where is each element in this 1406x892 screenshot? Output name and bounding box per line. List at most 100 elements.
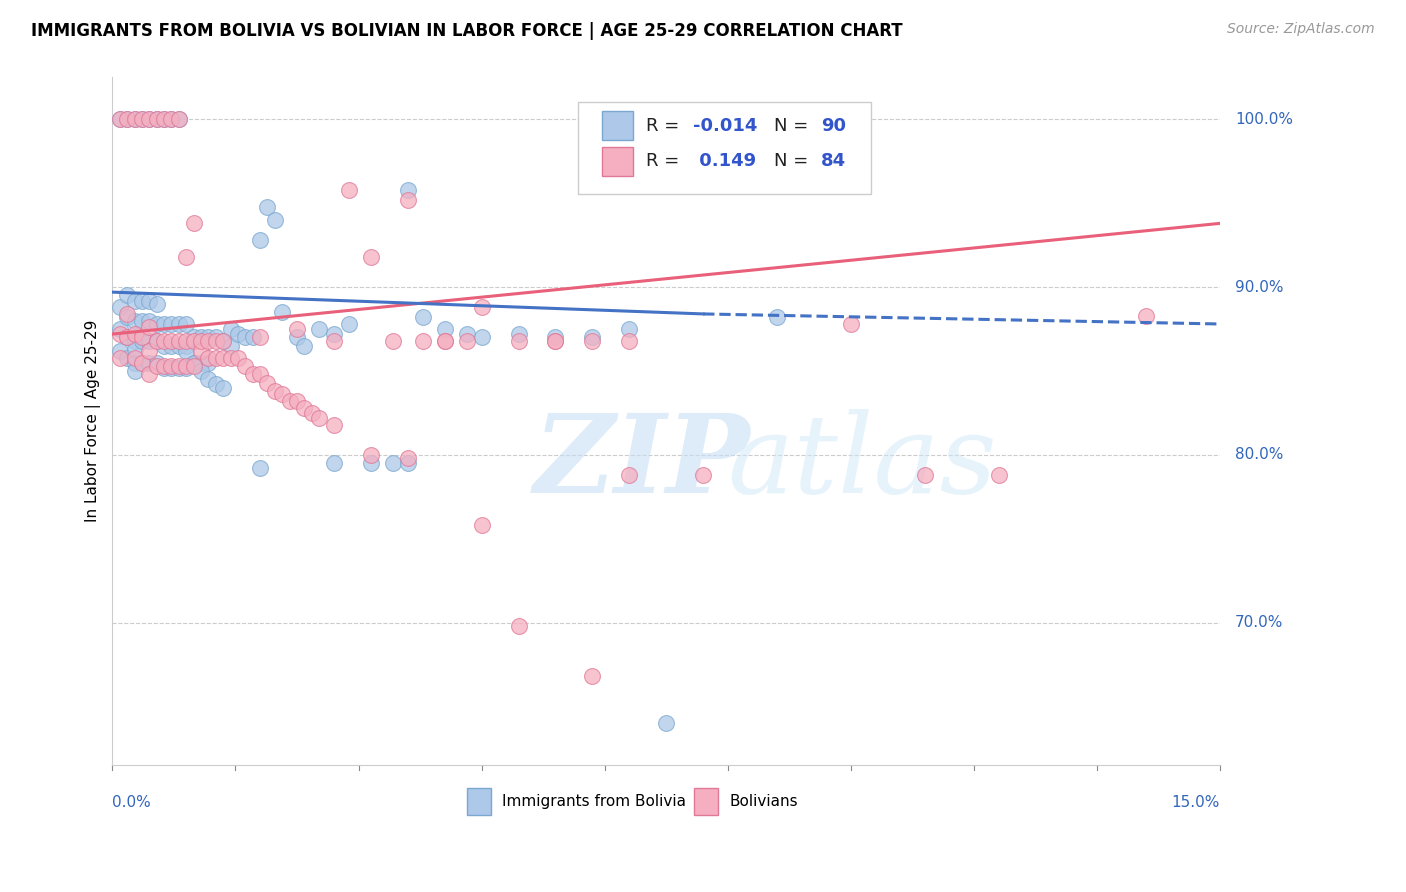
Point: [249, 461, 271, 475]
Point: [131, 112, 153, 127]
Point: [174, 343, 197, 358]
Text: 70.0%: 70.0%: [1234, 615, 1284, 630]
Point: [249, 233, 271, 247]
Point: [249, 330, 271, 344]
Point: [190, 364, 212, 378]
Point: [249, 368, 271, 382]
Point: [433, 334, 456, 348]
Point: [124, 112, 146, 127]
Text: -0.014: -0.014: [693, 117, 758, 135]
Point: [174, 317, 197, 331]
Point: [204, 351, 226, 365]
Point: [212, 381, 235, 395]
Point: [131, 334, 153, 348]
Point: [153, 317, 176, 331]
Point: [396, 456, 419, 470]
Point: [167, 112, 190, 127]
Point: [433, 322, 456, 336]
Point: [115, 112, 138, 127]
Point: [766, 310, 789, 325]
Point: [544, 334, 567, 348]
Point: [183, 216, 205, 230]
Point: [108, 351, 131, 365]
Point: [1135, 309, 1157, 323]
Point: [108, 112, 131, 127]
Point: [124, 342, 146, 356]
FancyBboxPatch shape: [602, 146, 633, 176]
Point: [183, 355, 205, 369]
Point: [197, 372, 219, 386]
Point: [124, 355, 146, 369]
Point: [619, 467, 641, 482]
Point: [323, 334, 346, 348]
Point: [285, 322, 308, 336]
Point: [153, 359, 176, 373]
Text: Bolivians: Bolivians: [730, 794, 799, 809]
Point: [138, 343, 160, 358]
Point: [197, 355, 219, 369]
Y-axis label: In Labor Force | Age 25-29: In Labor Force | Age 25-29: [86, 320, 101, 523]
Text: atlas: atlas: [727, 409, 997, 516]
Text: 100.0%: 100.0%: [1234, 112, 1294, 127]
Point: [256, 200, 278, 214]
Point: [412, 310, 434, 325]
Point: [167, 359, 190, 373]
Text: R =: R =: [647, 153, 685, 170]
Point: [323, 327, 346, 342]
Point: [138, 334, 160, 348]
Point: [212, 334, 235, 348]
Point: [285, 394, 308, 409]
Point: [294, 401, 316, 415]
Point: [115, 330, 138, 344]
Point: [145, 297, 167, 311]
Point: [914, 467, 936, 482]
Point: [145, 112, 167, 127]
Point: [138, 112, 160, 127]
Point: [263, 213, 285, 227]
Point: [285, 330, 308, 344]
Point: [301, 406, 323, 420]
Point: [271, 305, 294, 319]
Point: [581, 330, 603, 344]
Point: [108, 343, 131, 358]
Point: [131, 313, 153, 327]
Point: [433, 334, 456, 348]
Point: [294, 339, 316, 353]
Point: [508, 619, 530, 633]
Text: 15.0%: 15.0%: [1171, 796, 1220, 810]
Point: [167, 112, 190, 127]
Point: [124, 313, 146, 327]
Point: [263, 384, 285, 398]
Point: [233, 330, 256, 344]
Point: [360, 250, 382, 264]
Point: [471, 518, 494, 533]
Point: [174, 250, 197, 264]
Point: [174, 339, 197, 353]
Point: [138, 368, 160, 382]
Point: [242, 368, 264, 382]
Point: [337, 183, 360, 197]
Point: [271, 387, 294, 401]
Point: [190, 343, 212, 358]
Point: [138, 112, 160, 127]
Point: [692, 467, 714, 482]
Point: [124, 293, 146, 308]
Text: Source: ZipAtlas.com: Source: ZipAtlas.com: [1227, 22, 1375, 37]
Point: [145, 334, 167, 348]
Point: [167, 360, 190, 375]
Point: [839, 317, 862, 331]
Point: [382, 456, 405, 470]
Point: [226, 351, 249, 365]
Text: 90.0%: 90.0%: [1234, 279, 1284, 294]
Point: [242, 330, 264, 344]
Point: [197, 330, 219, 344]
Point: [619, 322, 641, 336]
Point: [138, 293, 160, 308]
Point: [471, 300, 494, 314]
Point: [183, 359, 205, 373]
Point: [456, 334, 478, 348]
Point: [138, 320, 160, 334]
Point: [160, 112, 183, 127]
Point: [308, 322, 330, 336]
Text: N =: N =: [773, 153, 814, 170]
